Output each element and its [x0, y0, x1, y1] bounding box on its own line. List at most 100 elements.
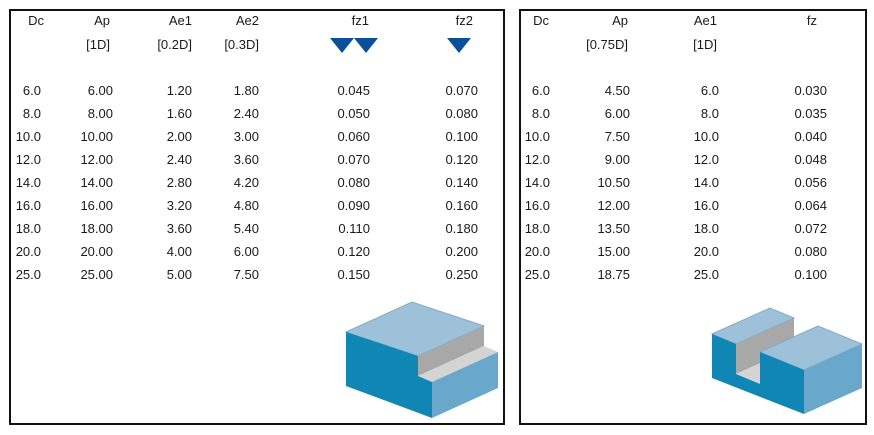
right-cell-fz: 0.100	[794, 267, 827, 282]
right-cell-ap: 7.50	[604, 129, 630, 144]
left-cell-dc: 14.0	[15, 175, 41, 190]
left-cell-dc: 18.0	[15, 221, 41, 236]
right-header-ae1: Ae1	[693, 13, 717, 28]
left-cell-ap: 10.00	[80, 129, 113, 144]
right-subheader-ap: [0.75D]	[586, 37, 628, 52]
left-cell-ae2: 6.00	[233, 244, 259, 259]
right-cell-ap: 9.00	[604, 152, 630, 167]
right-cell-ap: 4.50	[604, 83, 630, 98]
right-cell-ap: 15.00	[597, 244, 630, 259]
left-cell-dc: 16.0	[15, 198, 41, 213]
left-cell-fz2: 0.100	[445, 129, 478, 144]
right-header-dc: Dc	[533, 13, 549, 28]
left-cell-fz2: 0.080	[445, 106, 478, 121]
left-cell-fz1: 0.120	[337, 244, 370, 259]
left-subheader-ae2: [0.3D]	[224, 37, 259, 52]
right-cell-ae1: 10.0	[693, 129, 719, 144]
right-cell-ae1: 16.0	[693, 198, 719, 213]
right-cell-ap: 18.75	[597, 267, 630, 282]
right-subheader-ae1: [1D]	[693, 37, 717, 52]
left-cell-fz2: 0.120	[445, 152, 478, 167]
left-cell-fz1: 0.110	[338, 221, 370, 236]
right-cell-fz: 0.035	[794, 106, 827, 121]
left-cell-ae2: 4.20	[233, 175, 259, 190]
left-cell-ap: 18.00	[80, 221, 113, 236]
right-cell-ae1: 8.0	[700, 106, 719, 121]
right-cell-ae1: 6.0	[700, 83, 719, 98]
left-cell-fz2: 0.140	[445, 175, 478, 190]
right-cell-ae1: 25.0	[693, 267, 719, 282]
right-header-fz: fz	[806, 13, 817, 28]
left-cell-fz1: 0.090	[337, 198, 370, 213]
left-cell-ae1: 5.00	[166, 267, 192, 282]
left-cell-ae1: 1.20	[166, 83, 192, 98]
left-cell-ap: 25.00	[80, 267, 113, 282]
left-cell-ae2: 3.00	[233, 129, 259, 144]
left-cell-ae1: 3.60	[166, 221, 192, 236]
left-cell-ae1: 2.00	[166, 129, 192, 144]
left-cell-ae2: 1.80	[233, 83, 259, 98]
left-cell-ae2: 4.80	[233, 198, 259, 213]
left-header-dc: Dc	[28, 13, 44, 28]
left-subheader-ap: [1D]	[86, 37, 110, 52]
down-triangle-icon	[330, 38, 354, 53]
left-cell-ae2: 7.50	[233, 267, 259, 282]
down-triangle-icon	[447, 38, 471, 53]
right-cell-dc: 18.0	[524, 221, 550, 236]
left-header-fz2: fz2	[455, 13, 473, 28]
left-cell-ap: 20.00	[80, 244, 113, 259]
right-cell-fz: 0.080	[794, 244, 827, 259]
right-cell-ap: 10.50	[597, 175, 630, 190]
right-cell-dc: 12.0	[524, 152, 550, 167]
left-header-ae1: Ae1	[168, 13, 192, 28]
right-cell-ap: 13.50	[597, 221, 630, 236]
left-cell-ap: 12.00	[80, 152, 113, 167]
right-cell-fz: 0.048	[794, 152, 827, 167]
right-cell-dc: 14.0	[524, 175, 550, 190]
left-cell-fz1: 0.070	[337, 152, 370, 167]
right-cell-dc: 25.0	[524, 267, 550, 282]
left-cell-fz1: 0.050	[337, 106, 370, 121]
right-cell-dc: 8.0	[531, 106, 550, 121]
right-cell-ap: 12.00	[597, 198, 630, 213]
left-cell-dc: 12.0	[15, 152, 41, 167]
left-cell-dc: 6.0	[22, 83, 41, 98]
left-header-ae2: Ae2	[235, 13, 259, 28]
left-cell-dc: 20.0	[15, 244, 41, 259]
left-cell-fz1: 0.045	[337, 83, 370, 98]
left-cell-ae1: 2.40	[166, 152, 192, 167]
right-cell-dc: 10.0	[524, 129, 550, 144]
slot-block-icon	[710, 307, 864, 414]
left-cell-ap: 6.00	[87, 83, 113, 98]
step-shoulder-block-icon	[344, 301, 498, 418]
left-cell-ap: 16.00	[80, 198, 113, 213]
left-cell-fz2: 0.180	[445, 221, 478, 236]
left-cell-dc: 8.0	[22, 106, 41, 121]
left-cell-ae2: 3.60	[233, 152, 259, 167]
left-cell-fz2: 0.200	[445, 244, 478, 259]
right-cell-fz: 0.064	[794, 198, 827, 213]
right-cell-fz: 0.056	[794, 175, 827, 190]
left-cell-ae1: 1.60	[166, 106, 192, 121]
right-cell-ae1: 12.0	[693, 152, 719, 167]
left-header-fz1: fz1	[351, 13, 369, 28]
left-cell-ae2: 5.40	[233, 221, 259, 236]
left-cell-dc: 10.0	[15, 129, 41, 144]
left-cell-fz1: 0.080	[337, 175, 370, 190]
right-header-ap: Ap	[612, 13, 628, 28]
right-cell-dc: 16.0	[524, 198, 550, 213]
right-cell-dc: 6.0	[531, 83, 550, 98]
right-cell-ae1: 20.0	[693, 244, 719, 259]
right-cell-ae1: 14.0	[693, 175, 719, 190]
left-cell-fz2: 0.070	[445, 83, 478, 98]
left-subheader-ae1: [0.2D]	[157, 37, 192, 52]
right-cell-fz: 0.040	[794, 129, 827, 144]
right-cell-ap: 6.00	[604, 106, 630, 121]
left-cell-ae1: 3.20	[166, 198, 192, 213]
right-cell-dc: 20.0	[524, 244, 550, 259]
left-cell-fz2: 0.160	[445, 198, 478, 213]
left-cell-ap: 8.00	[87, 106, 113, 121]
right-cell-fz: 0.030	[794, 83, 827, 98]
right-cell-ae1: 18.0	[693, 221, 719, 236]
left-cell-fz2: 0.250	[445, 267, 478, 282]
